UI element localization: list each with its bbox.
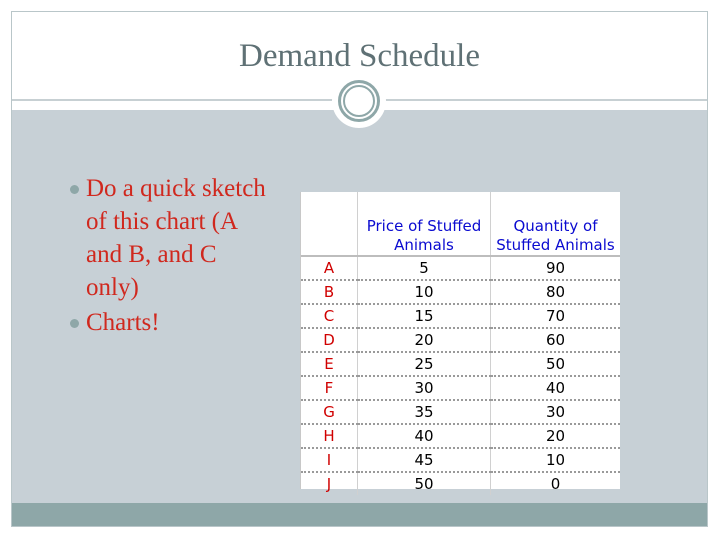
quantity-cell: 50 (490, 352, 620, 377)
table-row: A 5 90 (301, 256, 620, 281)
table-row: I 45 10 (301, 448, 620, 473)
table-row: C 15 70 (301, 304, 620, 329)
table-row: F 30 40 (301, 376, 620, 401)
price-cell: 10 (357, 280, 491, 305)
row-label: I (301, 448, 358, 473)
demand-schedule-table: Price of Stuffed Animals Quantity of Stu… (301, 192, 620, 495)
header-price-label: Price of Stuffed Animals (366, 217, 482, 254)
quantity-cell: 20 (490, 424, 620, 449)
price-cell: 50 (357, 472, 491, 495)
row-label: E (301, 352, 358, 377)
quantity-cell: 10 (490, 448, 620, 473)
table-row: J 50 0 (301, 472, 620, 495)
quantity-cell: 0 (550, 475, 561, 493)
quantity-cell: 40 (490, 376, 620, 401)
ornament-inner-ring (343, 85, 375, 117)
price-cell: 20 (357, 328, 491, 353)
demand-table-container: Price of Stuffed Animals Quantity of Stu… (300, 192, 620, 495)
table-row: B 10 80 (301, 280, 620, 305)
row-label: A (301, 256, 358, 281)
quantity-cell: 80 (490, 280, 620, 305)
row-label: D (301, 328, 358, 353)
row-label: J (301, 472, 358, 495)
price-cell: 40 (357, 424, 491, 449)
quantity-cell: 90 (490, 256, 620, 281)
bullet-list: Do a quick sketch of this chart (A and B… (70, 172, 270, 339)
row-label: C (301, 304, 358, 329)
bullet-text: Charts! (86, 309, 160, 336)
table-row: E 25 50 (301, 352, 620, 377)
row-label: F (301, 376, 358, 401)
bullet-dot-icon (70, 185, 79, 194)
price-cell: 45 (357, 448, 491, 473)
header-quantity-label: Quantity of Stuffed Animals (496, 217, 615, 254)
slide-title: Demand Schedule (238, 38, 480, 74)
header-quantity: Quantity of Stuffed Animals (490, 192, 620, 257)
row-label: G (301, 400, 358, 425)
price-cell: 25 (357, 352, 491, 377)
table-row: G 35 30 (301, 400, 620, 425)
table-row: D 20 60 (301, 328, 620, 353)
price-cell: 5 (357, 256, 491, 281)
quantity-cell: 70 (490, 304, 620, 329)
quantity-cell: 60 (490, 328, 620, 353)
row-label: B (301, 280, 358, 305)
quantity-cell: 30 (490, 400, 620, 425)
price-cell: 35 (357, 400, 491, 425)
header-blank (301, 192, 358, 257)
table-row: H 40 20 (301, 424, 620, 449)
circle-ornament-icon (332, 74, 386, 128)
price-cell: 15 (357, 304, 491, 329)
ornament-outer-ring (338, 80, 380, 122)
bullet-dot-icon (70, 319, 79, 328)
bullet-item: Do a quick sketch of this chart (A and B… (70, 172, 270, 304)
price-cell: 30 (357, 376, 491, 401)
bullet-item: Charts! (70, 306, 270, 339)
bullet-text: Do a quick sketch of this chart (A and B… (86, 175, 266, 301)
bottom-bar (12, 503, 707, 526)
header-price: Price of Stuffed Animals (357, 192, 491, 257)
row-label: H (301, 424, 358, 449)
table-header-row: Price of Stuffed Animals Quantity of Stu… (301, 192, 620, 257)
